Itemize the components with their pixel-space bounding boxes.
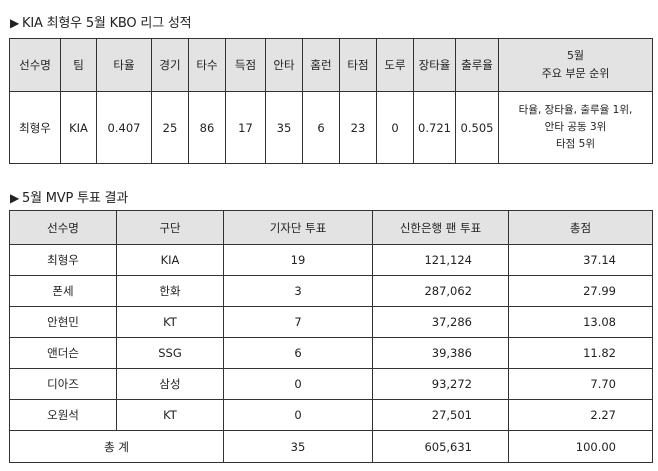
- total-label: 총 계: [9, 430, 224, 463]
- player-cell: 안현민: [9, 306, 117, 338]
- team-cell: 한화: [116, 275, 224, 307]
- press-vote-cell: 0: [223, 399, 373, 431]
- total-press-vote: 35: [223, 430, 373, 463]
- fan-vote-cell: 287,062: [372, 275, 509, 307]
- stat-cell: 0.721: [413, 91, 456, 164]
- stat-cell: 25: [151, 91, 189, 164]
- fan-vote-cell: 37,286: [372, 306, 509, 338]
- section2-title-text: 5월 MVP 투표 결과: [22, 191, 129, 206]
- score-cell: 13.08: [508, 306, 653, 338]
- header-cell: 타율: [96, 38, 152, 92]
- header-cell: 장타율: [413, 38, 456, 92]
- score-cell: 27.99: [508, 275, 653, 307]
- table-row: 오원석 KT 0 27,501 2.27: [9, 399, 653, 431]
- table-row: 디아즈 삼성 0 93,272 7.70: [9, 368, 653, 400]
- header-cell: 구단: [116, 210, 224, 245]
- header-cell: 안타: [265, 38, 303, 92]
- header-cell: 팀: [60, 38, 97, 92]
- stats-header-row: 선수명 팀 타율 경기 타수 득점 안타 홈런 타점 도루 장타율 출루율 5월…: [9, 38, 653, 92]
- fan-vote-cell: 121,124: [372, 244, 509, 276]
- header-cell: 선수명: [9, 38, 61, 92]
- mvp-vote-table: 선수명 구단 기자단 투표 신한은행 팬 투표 총점 최형우 KIA 19 12…: [9, 210, 653, 463]
- header-rank-line1: 5월: [566, 49, 585, 62]
- table-row: 안현민 KT 7 37,286 13.08: [9, 306, 653, 338]
- header-cell: 타수: [188, 38, 226, 92]
- team-cell: SSG: [116, 337, 224, 369]
- total-score: 100.00: [508, 430, 653, 463]
- section1-title: ▶ KIA 최형우 5월 KBO 리그 성적: [10, 12, 192, 31]
- team-cell: 삼성: [116, 368, 224, 400]
- rank-line3: 타점 5위: [556, 138, 595, 150]
- stat-cell: KIA: [60, 91, 97, 164]
- score-cell: 7.70: [508, 368, 653, 400]
- header-cell: 출루율: [455, 38, 499, 92]
- section1-title-text: KIA 최형우 5월 KBO 리그 성적: [22, 16, 192, 31]
- team-cell: KIA: [116, 244, 224, 276]
- table-row: 최형우 KIA 19 121,124 37.14: [9, 244, 653, 276]
- score-cell: 11.82: [508, 337, 653, 369]
- stat-cell: 0.407: [96, 91, 152, 164]
- rank-line1: 타율, 장타율, 출루율 1위,: [518, 104, 633, 116]
- header-rank-line2: 주요 부문 순위: [541, 67, 610, 80]
- stat-cell: 6: [302, 91, 340, 164]
- mvp-header-row: 선수명 구단 기자단 투표 신한은행 팬 투표 총점: [9, 210, 653, 245]
- fan-vote-cell: 27,501: [372, 399, 509, 431]
- header-cell: 기자단 투표: [223, 210, 373, 245]
- player-cell: 디아즈: [9, 368, 117, 400]
- header-cell: 총점: [508, 210, 653, 245]
- stat-cell: 86: [188, 91, 226, 164]
- press-vote-cell: 7: [223, 306, 373, 338]
- header-cell: 타점: [339, 38, 377, 92]
- stat-cell: 35: [265, 91, 303, 164]
- stat-cell: 0: [376, 91, 414, 164]
- press-vote-cell: 0: [223, 368, 373, 400]
- player-cell: 최형우: [9, 244, 117, 276]
- press-vote-cell: 6: [223, 337, 373, 369]
- team-cell: KT: [116, 399, 224, 431]
- triangle-bullet-icon: ▶: [10, 16, 20, 30]
- stats-table: 선수명 팀 타율 경기 타수 득점 안타 홈런 타점 도루 장타율 출루율 5월…: [9, 38, 653, 164]
- press-vote-cell: 19: [223, 244, 373, 276]
- header-cell: 경기: [151, 38, 189, 92]
- table-row: 앤더슨 SSG 6 39,386 11.82: [9, 337, 653, 369]
- rank-line2: 안타 공동 3위: [544, 121, 607, 133]
- header-cell: 홈런: [302, 38, 340, 92]
- player-cell: 오원석: [9, 399, 117, 431]
- rank-cell: 타율, 장타율, 출루율 1위, 안타 공동 3위 타점 5위: [498, 91, 653, 164]
- stat-cell: 0.505: [455, 91, 499, 164]
- header-cell-rank: 5월 주요 부문 순위: [498, 38, 653, 92]
- table-row: 폰세 한화 3 287,062 27.99: [9, 275, 653, 307]
- press-vote-cell: 3: [223, 275, 373, 307]
- header-cell: 신한은행 팬 투표: [372, 210, 509, 245]
- header-cell: 선수명: [9, 210, 117, 245]
- stat-cell: 17: [225, 91, 266, 164]
- score-cell: 2.27: [508, 399, 653, 431]
- header-cell: 도루: [376, 38, 414, 92]
- player-cell: 폰세: [9, 275, 117, 307]
- section2-title: ▶ 5월 MVP 투표 결과: [10, 187, 128, 206]
- fan-vote-cell: 93,272: [372, 368, 509, 400]
- triangle-bullet-icon: ▶: [10, 191, 20, 205]
- score-cell: 37.14: [508, 244, 653, 276]
- stat-cell: 23: [339, 91, 377, 164]
- header-cell: 득점: [225, 38, 266, 92]
- stats-row: 최형우 KIA 0.407 25 86 17 35 6 23 0 0.721 0…: [9, 91, 653, 164]
- team-cell: KT: [116, 306, 224, 338]
- stat-cell: 최형우: [9, 91, 61, 164]
- fan-vote-cell: 39,386: [372, 337, 509, 369]
- player-cell: 앤더슨: [9, 337, 117, 369]
- total-row: 총 계 35 605,631 100.00: [9, 430, 653, 463]
- total-fan-vote: 605,631: [372, 430, 509, 463]
